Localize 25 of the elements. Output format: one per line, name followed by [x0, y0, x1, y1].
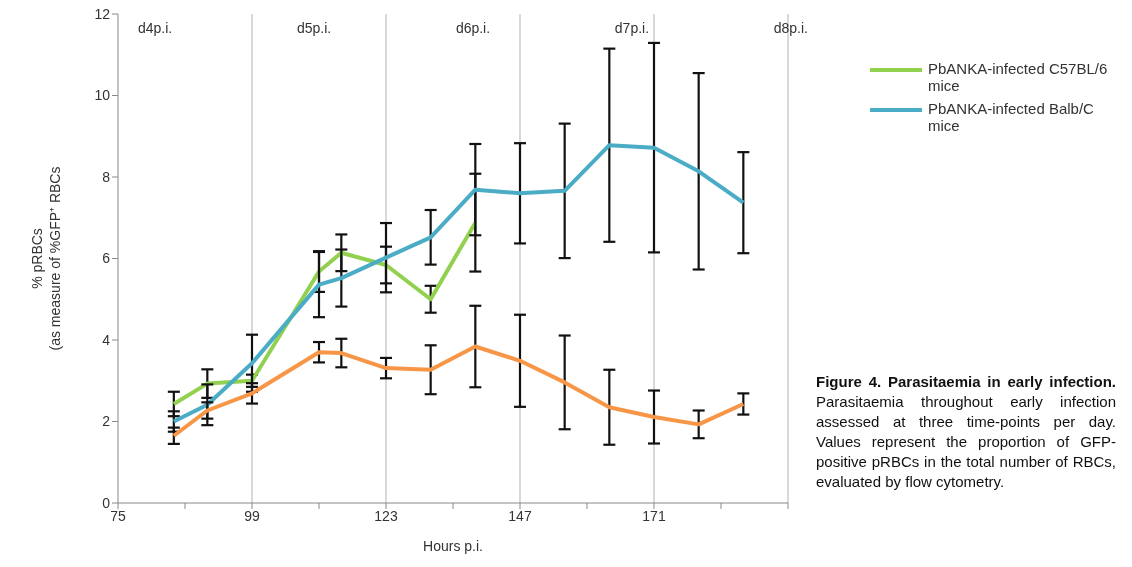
y-tick-label: 12: [94, 5, 111, 22]
text: Parasitaemia throughout early infection assessed at three time-points per day. Values represent the proportion of GFP-positive pRBCs in the total number of RBCs, evaluated by flow cytometry.: [816, 393, 1116, 490]
y-axis-title: % pRBCs (as measure of %GFP⁺ RBCs: [29, 166, 63, 351]
annotation: d4p.i.: [138, 20, 173, 36]
x-tick-label: 99: [244, 507, 260, 524]
x-tick-label: 147: [508, 507, 532, 524]
annotation: d6p.i.: [455, 20, 491, 36]
caption: Figure 4. Parasitaemia in early infection.: [816, 373, 1116, 390]
x-axis-title: Hours p.i.: [423, 538, 483, 554]
legend-label: PbANKA-infected C57BL/6 mice: [928, 60, 1109, 94]
legend-label: PbANKA-infected Balb/C mice: [928, 100, 1095, 134]
x-tick-label: 123: [374, 507, 398, 524]
x-tick-label: 75: [110, 507, 126, 524]
y-tick-label: 10: [94, 87, 111, 104]
y-tick-label: 6: [102, 250, 111, 267]
line-series: [171, 143, 746, 424]
y-tick-label: 8: [102, 168, 111, 185]
x-tick-label: 171: [642, 507, 666, 524]
annotation: d7p.i.: [614, 20, 650, 36]
y-tick-label: 2: [102, 413, 111, 430]
y-tick-label: 0: [102, 494, 111, 511]
annotation: d8p.i.: [773, 20, 808, 36]
y-tick-label: 4: [102, 331, 111, 348]
line-series: [171, 344, 746, 438]
annotation: d5p.i.: [296, 20, 332, 36]
